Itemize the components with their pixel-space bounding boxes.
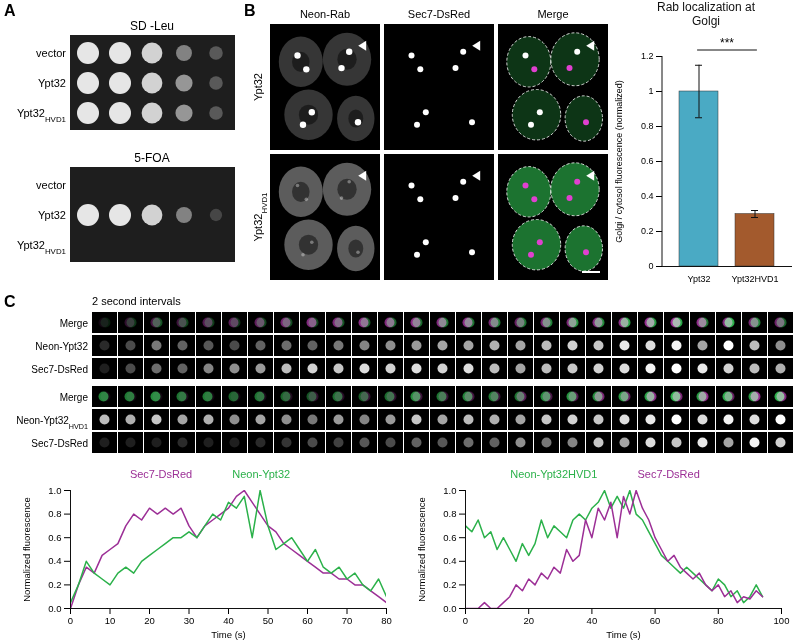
svg-text:C: C (4, 293, 16, 310)
svg-text:100: 100 (774, 615, 790, 626)
svg-text:0.8: 0.8 (48, 508, 61, 519)
svg-text:Normalized fluorescence: Normalized fluorescence (416, 497, 427, 602)
svg-text:2 second intervals: 2 second intervals (92, 295, 181, 307)
svg-text:Ypt32HVD1: Ypt32HVD1 (17, 107, 67, 124)
svg-text:20: 20 (523, 615, 534, 626)
svg-text:0.6: 0.6 (443, 532, 456, 543)
svg-text:0.6: 0.6 (48, 532, 61, 543)
svg-text:Time (s): Time (s) (211, 629, 245, 640)
html-text:Sec7-DsRed: Sec7-DsRed (129, 468, 193, 480)
svg-text:0: 0 (68, 615, 73, 626)
svg-text:Golgi / cytosol fluorescence (: Golgi / cytosol fluorescence (normalized… (614, 80, 624, 243)
svg-text:0.2: 0.2 (48, 579, 61, 590)
svg-text:0: 0 (463, 615, 468, 626)
svg-text:30: 30 (184, 615, 195, 626)
svg-text:0.4: 0.4 (443, 555, 456, 566)
svg-text:SD -Leu: SD -Leu (130, 19, 174, 33)
svg-text:0.8: 0.8 (443, 508, 456, 519)
svg-text:1.0: 1.0 (443, 485, 456, 496)
svg-text:1.0: 1.0 (48, 485, 61, 496)
svg-text:B: B (244, 2, 256, 19)
svg-text:Time (s): Time (s) (606, 629, 640, 640)
svg-text:Ypt32: Ypt32 (688, 274, 711, 284)
svg-text:Merge: Merge (60, 392, 89, 403)
svg-text:0.8: 0.8 (641, 121, 654, 131)
svg-text:Neon-Ypt32HVD1: Neon-Ypt32HVD1 (16, 415, 88, 431)
svg-text:Ypt32HVD1: Ypt32HVD1 (252, 192, 269, 242)
svg-text:80: 80 (381, 615, 392, 626)
svg-text:***: *** (720, 36, 734, 50)
html-text:Rab localization at Golgi: Rab localization at Golgi (657, 0, 755, 28)
svg-text:Ypt32HVD1: Ypt32HVD1 (732, 274, 779, 284)
svg-text:80: 80 (713, 615, 724, 626)
svg-text:Sec7-DsRed: Sec7-DsRed (408, 8, 470, 20)
html-text:Neon-Ypt32: Neon-Ypt32 (232, 468, 291, 480)
svg-text:50: 50 (263, 615, 274, 626)
html-text:Neon-Ypt32HVD1: Neon-Ypt32HVD1 (510, 468, 598, 480)
html-text:Sec7-DsRed: Sec7-DsRed (637, 468, 700, 480)
svg-text:0: 0 (648, 261, 653, 271)
svg-text:Sec7-DsRed: Sec7-DsRed (31, 364, 88, 375)
svg-text:40: 40 (223, 615, 234, 626)
svg-text:0.0: 0.0 (443, 603, 456, 614)
svg-text:Sec7-DsRed: Sec7-DsRed (31, 438, 88, 449)
svg-text:Normalized fluorescence: Normalized fluorescence (21, 497, 32, 602)
svg-text:1.2: 1.2 (641, 51, 654, 61)
svg-text:Ypt32HVD1: Ypt32HVD1 (17, 239, 67, 256)
svg-text:10: 10 (105, 615, 116, 626)
svg-text:Neon-Ypt32: Neon-Ypt32 (35, 341, 88, 352)
svg-text:0.6: 0.6 (641, 156, 654, 166)
svg-text:60: 60 (302, 615, 313, 626)
svg-text:0.4: 0.4 (48, 555, 61, 566)
svg-text:0.2: 0.2 (443, 579, 456, 590)
svg-text:70: 70 (342, 615, 353, 626)
svg-text:1: 1 (648, 86, 653, 96)
svg-text:Merge: Merge (537, 8, 568, 20)
svg-text:60: 60 (650, 615, 661, 626)
svg-text:vector: vector (36, 179, 66, 191)
svg-text:20: 20 (144, 615, 155, 626)
svg-text:Merge: Merge (60, 318, 89, 329)
svg-text:Ypt32: Ypt32 (38, 77, 66, 89)
svg-text:Ypt32: Ypt32 (38, 209, 66, 221)
svg-text:Ypt32: Ypt32 (252, 73, 264, 101)
svg-text:Neon-Rab: Neon-Rab (300, 8, 350, 20)
svg-text:A: A (4, 2, 16, 19)
svg-text:5-FOA: 5-FOA (134, 151, 169, 165)
svg-text:0.0: 0.0 (48, 603, 61, 614)
svg-text:vector: vector (36, 47, 66, 59)
svg-text:0.2: 0.2 (641, 226, 654, 236)
svg-text:0.4: 0.4 (641, 191, 654, 201)
svg-text:40: 40 (587, 615, 598, 626)
